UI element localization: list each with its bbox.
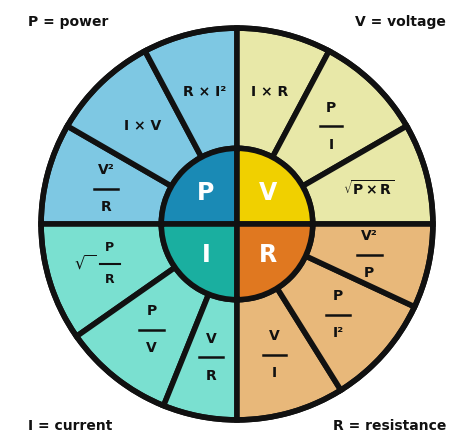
Wedge shape [76,267,209,405]
Wedge shape [277,256,415,390]
Wedge shape [273,51,407,186]
Text: P: P [333,289,343,303]
Wedge shape [67,51,201,186]
Text: V²: V² [98,163,114,177]
Text: R × I²: R × I² [182,85,226,99]
Text: I: I [201,243,210,267]
Text: I = current: I = current [28,419,112,433]
Text: R: R [206,369,217,383]
Wedge shape [41,126,172,224]
Text: I²: I² [332,327,344,340]
Text: P: P [105,241,114,254]
Text: R: R [259,243,277,267]
Wedge shape [41,224,175,336]
Text: P: P [364,266,374,280]
Text: V: V [146,341,157,355]
Text: V: V [206,332,217,346]
Text: V: V [269,329,280,343]
Wedge shape [237,148,313,224]
Wedge shape [237,224,313,300]
Wedge shape [161,148,237,224]
Wedge shape [164,294,237,420]
Text: I × V: I × V [124,119,161,134]
Text: I: I [329,138,334,152]
Text: I × R: I × R [251,85,289,99]
Wedge shape [237,28,329,157]
Text: V²: V² [361,229,378,243]
Text: I: I [272,366,277,380]
Text: P: P [326,101,337,115]
Wedge shape [161,224,237,300]
Text: R: R [105,273,114,287]
Text: P: P [146,304,157,318]
Text: R: R [100,200,111,215]
Wedge shape [237,288,341,420]
Text: P: P [197,181,215,205]
Wedge shape [306,224,433,307]
Text: $\mathregular{\sqrt{P \times R}}$: $\mathregular{\sqrt{P \times R}}$ [343,179,394,198]
Wedge shape [302,126,433,224]
Text: V: V [259,181,277,205]
Wedge shape [145,28,237,157]
Text: P = power: P = power [28,15,108,29]
Text: V = voltage: V = voltage [356,15,446,29]
Text: R = resistance: R = resistance [333,419,446,433]
Text: $\sqrt{\ }$: $\sqrt{\ }$ [74,254,96,273]
